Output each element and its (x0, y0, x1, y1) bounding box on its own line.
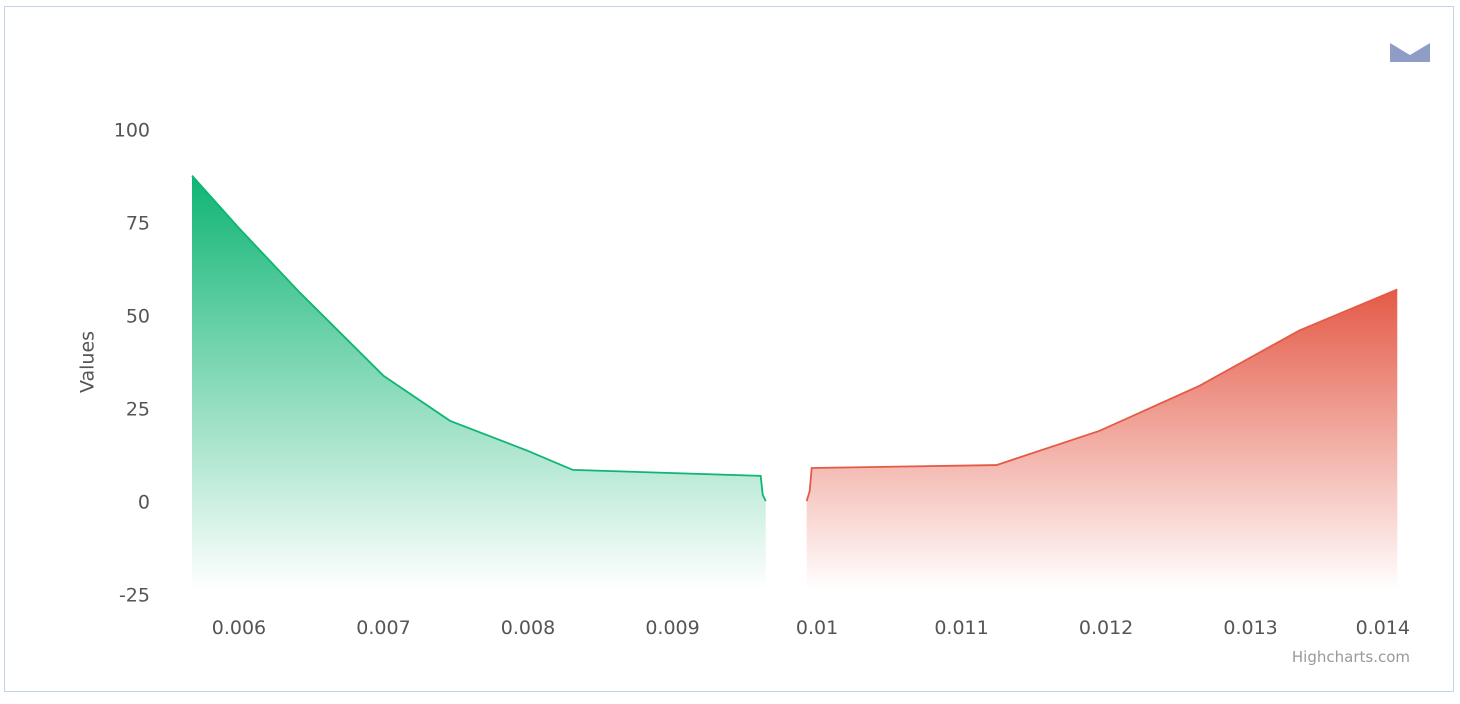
y-tick-label: 100 (114, 120, 150, 142)
y-tick-label: 0 (138, 492, 150, 514)
y-tick-label: -25 (119, 585, 150, 607)
x-tick-label: 0.009 (645, 617, 699, 639)
area-line (805, 288, 1398, 502)
x-tick-label: 0.012 (1079, 617, 1133, 639)
menu-icon-shape[interactable] (1390, 43, 1430, 62)
x-tick-label: 0.007 (356, 617, 410, 639)
credit: Highcharts.com (1292, 648, 1410, 666)
x-tick-label: 0.013 (1223, 617, 1277, 639)
chart-frame (4, 6, 1454, 692)
area-fill (192, 175, 766, 590)
y-tick-label: 50 (126, 306, 150, 328)
x-tick-label: 0.008 (501, 617, 555, 639)
x-tick-label: 0.014 (1356, 617, 1410, 639)
y-tick-label: 75 (126, 213, 150, 235)
area-fill (806, 289, 1398, 590)
x-tick-label: 0.011 (934, 617, 988, 639)
x-tick-label: 0.01 (796, 617, 838, 639)
y-axis-label: Values (77, 331, 99, 393)
menu-icon[interactable] (1390, 43, 1430, 62)
x-tick-label: 0.006 (212, 617, 266, 639)
y-tick-label: 25 (126, 399, 150, 421)
area-line (191, 175, 767, 502)
